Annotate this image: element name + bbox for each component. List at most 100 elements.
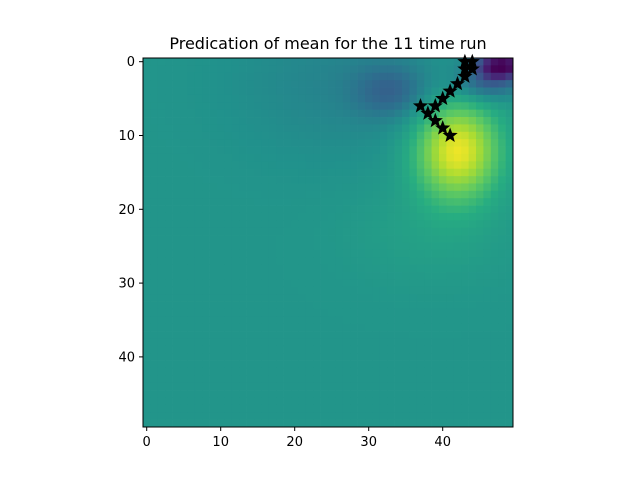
heatmap-cell: [268, 153, 277, 162]
heatmap-cell: [483, 72, 492, 81]
heatmap-cell: [261, 139, 270, 147]
heatmap-cell: [387, 72, 395, 81]
heatmap-cell: [416, 190, 425, 199]
heatmap-cell: [313, 404, 321, 413]
heatmap-cell: [328, 212, 336, 221]
heatmap-cell: [350, 360, 358, 369]
heatmap-cell: [416, 308, 425, 317]
heatmap-cell: [209, 375, 218, 384]
heatmap-cell: [254, 235, 262, 243]
heatmap-cell: [261, 235, 270, 243]
heatmap-cell: [291, 272, 299, 280]
heatmap-cell: [268, 65, 277, 74]
heatmap-cell: [453, 331, 462, 339]
heatmap-cell: [476, 235, 484, 243]
heatmap-cell: [157, 227, 166, 236]
heatmap-cell: [505, 301, 514, 310]
heatmap-cell: [476, 242, 484, 251]
heatmap-cell: [446, 360, 455, 369]
heatmap-cell: [291, 397, 299, 406]
heatmap-cell: [165, 139, 173, 147]
heatmap-cell: [209, 345, 218, 354]
star-marker: [435, 90, 451, 106]
heatmap-cell: [424, 360, 432, 369]
heatmap-cell: [461, 382, 469, 391]
heatmap-cell: [239, 257, 247, 265]
heatmap-cell: [372, 257, 381, 265]
heatmap-cell: [150, 153, 159, 162]
heatmap-cell: [143, 375, 151, 384]
heatmap-cell: [379, 183, 388, 192]
heatmap-cell: [276, 190, 284, 199]
heatmap-cell: [217, 212, 225, 221]
heatmap-cell: [298, 94, 307, 103]
heatmap-cell: [187, 345, 196, 354]
heatmap-cell: [165, 235, 173, 243]
heatmap-cell: [335, 198, 344, 206]
star-marker: [442, 127, 458, 142]
heatmap-cell: [453, 212, 462, 221]
heatmap-cell: [209, 117, 218, 125]
heatmap-cell: [231, 146, 240, 155]
heatmap-cell: [409, 316, 418, 325]
heatmap-cell: [239, 153, 247, 162]
heatmap-cell: [372, 168, 381, 177]
heatmap-cell: [365, 382, 373, 391]
heatmap-cell: [217, 397, 225, 406]
heatmap-cell: [468, 331, 477, 339]
heatmap-cell: [461, 117, 469, 125]
heatmap-cell: [387, 249, 395, 258]
heatmap-cell: [335, 345, 344, 354]
heatmap-cell: [357, 257, 366, 265]
heatmap-cell: [490, 87, 499, 96]
heatmap-cell: [172, 397, 181, 406]
heatmap-cell: [254, 331, 262, 339]
heatmap-cell: [402, 301, 410, 310]
heatmap-cell: [239, 190, 247, 199]
heatmap-cell: [231, 367, 240, 376]
heatmap-cell: [328, 220, 336, 229]
heatmap-cell: [254, 212, 262, 221]
heatmap-cell: [180, 286, 188, 295]
heatmap-cell: [291, 353, 299, 361]
heatmap-cell: [224, 146, 233, 155]
heatmap-cell: [505, 58, 514, 66]
heatmap-cell: [187, 72, 196, 81]
heatmap-cell: [416, 331, 425, 339]
heatmap-cell: [202, 227, 210, 236]
heatmap-cell: [276, 139, 284, 147]
heatmap-cell: [498, 131, 506, 140]
heatmap-cell: [409, 286, 418, 295]
heatmap-cell: [217, 227, 225, 236]
heatmap-cell: [468, 367, 477, 376]
heatmap-cell: [143, 139, 151, 147]
heatmap-cell: [453, 176, 462, 184]
heatmap-cell: [298, 360, 307, 369]
heatmap-cell: [298, 139, 307, 147]
heatmap-cell: [446, 272, 455, 280]
heatmap-cell: [342, 242, 351, 251]
heatmap-cell: [268, 301, 277, 310]
heatmap-cell: [439, 139, 447, 147]
heatmap-cell: [313, 146, 321, 155]
heatmap-cell: [239, 146, 247, 155]
heatmap-cell: [157, 316, 166, 325]
heatmap-cell: [231, 242, 240, 251]
heatmap-cell: [402, 131, 410, 140]
y-tick-label: 10: [118, 129, 135, 144]
heatmap-cell: [268, 131, 277, 140]
heatmap-cell: [365, 323, 373, 332]
heatmap-cell: [202, 323, 210, 332]
heatmap-cell: [409, 139, 418, 147]
heatmap-cell: [439, 183, 447, 192]
heatmap-cell: [505, 242, 514, 251]
heatmap-cell: [387, 176, 395, 184]
heatmap-cell: [424, 124, 432, 133]
heatmap-cell: [165, 227, 173, 236]
heatmap-cell: [165, 353, 173, 361]
heatmap-cell: [217, 353, 225, 361]
heatmap-cell: [461, 161, 469, 170]
heatmap-cell: [409, 227, 418, 236]
heatmap-cell: [379, 249, 388, 258]
heatmap-cell: [468, 94, 477, 103]
